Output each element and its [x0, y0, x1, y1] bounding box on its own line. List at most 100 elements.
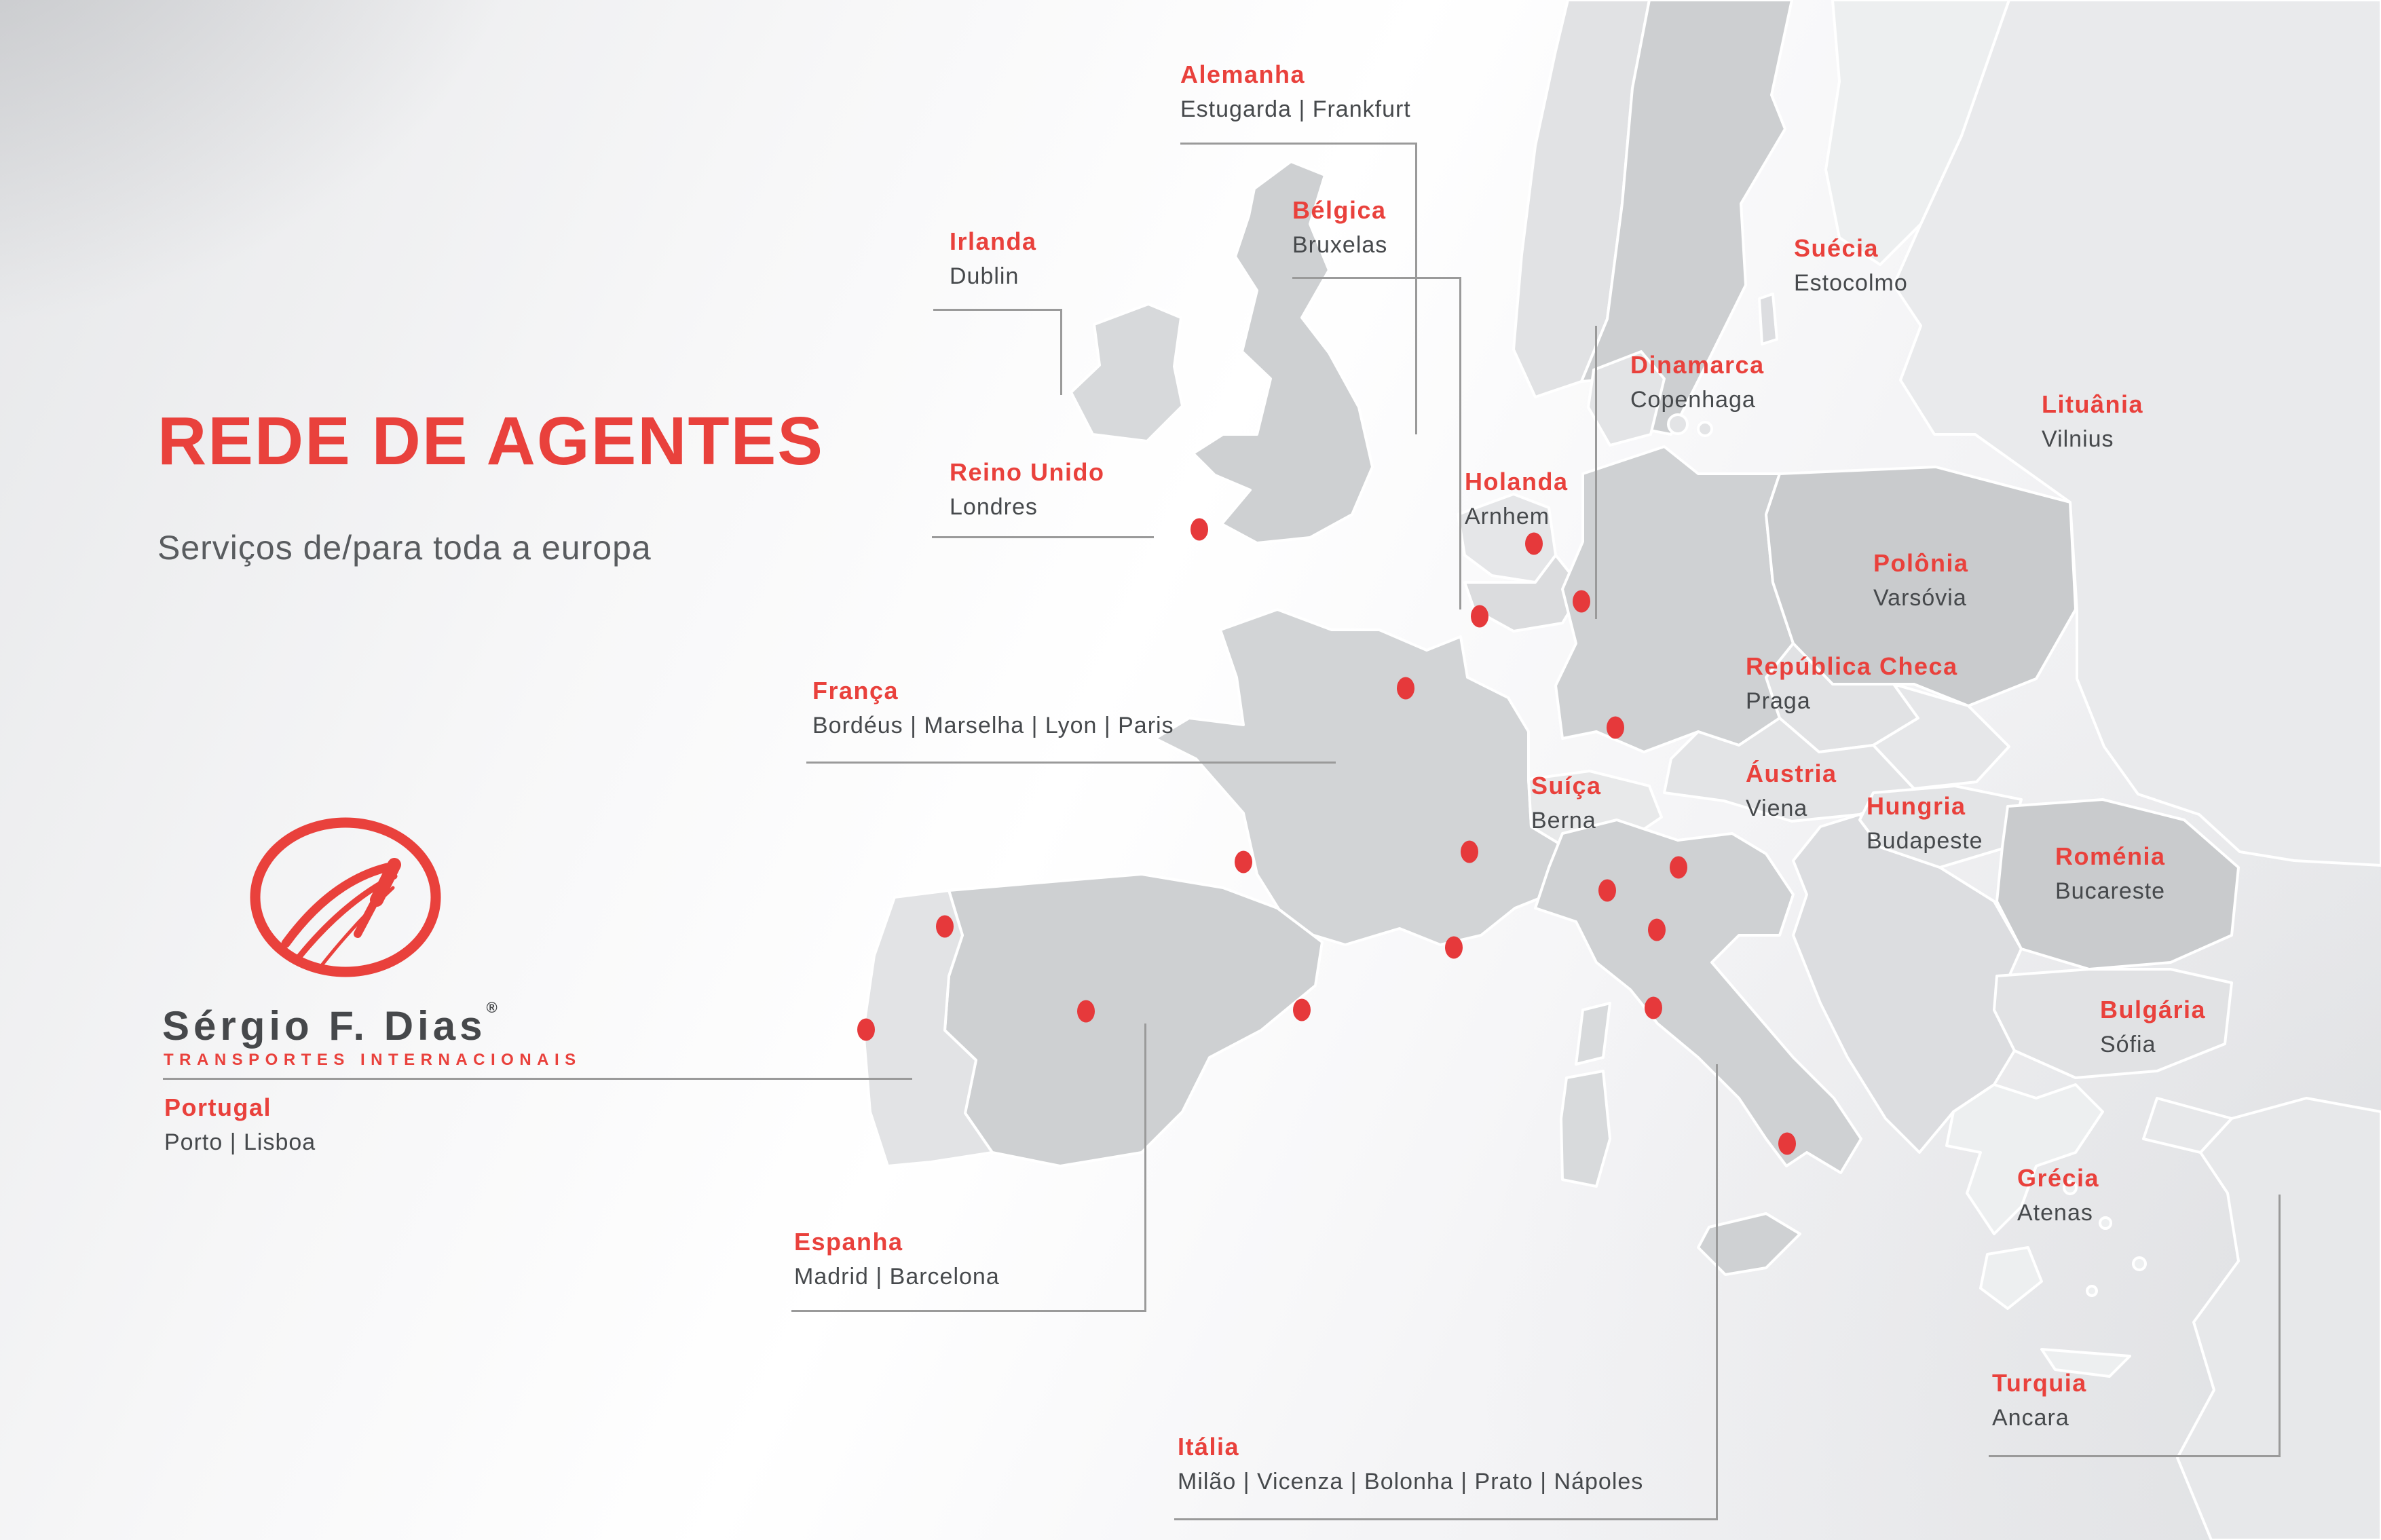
city-marker-paris [1397, 677, 1414, 700]
country-label-belgica: Bélgica Bruxelas [1292, 198, 1387, 257]
country-label-lituania: Lituânia Vilnius [2042, 392, 2143, 451]
island-funen [1697, 421, 1713, 437]
country-cities: Atenas [2017, 1200, 2093, 1226]
leader-line-franca-h [806, 762, 1336, 764]
leader-line-reino-unido-h [932, 536, 1154, 538]
leader-line-alemanha-h [1180, 143, 1415, 145]
city-marker-marselha [1445, 936, 1463, 959]
country-name: Reino Unido [950, 458, 1105, 486]
city-marker-bruxelas [1471, 605, 1488, 628]
country-cities: Viena [1746, 795, 1808, 821]
country-shape-polonia [1765, 466, 2077, 707]
island-gotland [1758, 293, 1778, 345]
country-cities: Copenhaga [1630, 387, 1756, 413]
country-label-romenia: Roménia Bucareste [2055, 844, 2166, 903]
country-shape-italia [1534, 819, 1862, 1174]
island-corsega [1575, 1002, 1611, 1066]
leader-line-portugal-h [163, 1078, 912, 1080]
country-shape-hungria [1858, 785, 2023, 869]
country-cities: Varsóvia [1873, 585, 1967, 611]
city-marker-barcelona [1293, 998, 1311, 1021]
country-label-bulgaria: Bulgária Sófia [2100, 998, 2206, 1057]
city-marker-bordeus [1235, 850, 1252, 874]
country-name: Lituânia [2042, 390, 2144, 418]
country-label-reino-unido: Reino Unido Londres [950, 460, 1104, 519]
country-shape-dinamarca [1587, 350, 1666, 447]
country-label-dinamarca: Dinamarca Copenhaga [1630, 351, 1765, 413]
country-name: Holanda [1465, 468, 1569, 495]
island-egeu-1 [2063, 1180, 2078, 1195]
country-cities: Madrid | Barcelona [794, 1264, 1000, 1290]
country-shape-grecia [1945, 1083, 2104, 1235]
country-name: Hungria [1867, 792, 1966, 820]
country-cities: Praga [1746, 688, 1811, 714]
headline-block: REDE DE AGENTES Serviços de/para toda a … [157, 407, 824, 567]
country-cities: Bruxelas [1292, 232, 1388, 258]
city-marker-frankfurt [1607, 716, 1624, 739]
country-shape-espanha [943, 873, 1324, 1167]
logo-tagline: TRANSPORTES INTERNACIONAIS [164, 1051, 582, 1069]
logo-brand-name: Sérgio F. Dias® [162, 999, 498, 1049]
country-name: Portugal [164, 1093, 272, 1121]
country-shape-finlandia [1824, 0, 2010, 266]
country-cities: Bordéus | Marselha | Lyon | Paris [812, 713, 1174, 738]
country-name: França [812, 677, 899, 705]
leader-line-turquia-h [1989, 1455, 2281, 1457]
country-cities: Berna [1531, 808, 1596, 833]
country-cities: Ancara [1992, 1405, 2069, 1431]
country-label-suica: Suíça Berna [1531, 772, 1602, 833]
country-cities: Sófia [2100, 1032, 2156, 1057]
leader-line-belgica-h [1292, 277, 1459, 279]
island-egeu-3 [2132, 1256, 2147, 1271]
country-name: Roménia [2055, 842, 2166, 870]
page-subtitle: Serviços de/para toda a europa [157, 529, 652, 567]
country-cities: Estocolmo [1794, 270, 1908, 296]
country-label-republica-checa: República Checa Praga [1746, 654, 1958, 713]
island-sicilia [1697, 1212, 1801, 1276]
city-marker-porto [936, 915, 954, 938]
country-shape-portugal [862, 889, 994, 1167]
country-name: Suécia [1794, 234, 1879, 262]
country-cities: Porto | Lisboa [164, 1129, 316, 1155]
country-shape-eslovaquia [1872, 683, 2010, 790]
city-marker-napoles [1778, 1132, 1796, 1155]
country-label-polonia: Polônia Varsóvia [1873, 549, 1969, 611]
city-marker-londres [1190, 518, 1208, 541]
city-marker-lisboa [857, 1018, 875, 1041]
island-creta [2040, 1348, 2131, 1378]
country-name: Irlanda [950, 227, 1037, 255]
island-sardenha [1560, 1070, 1611, 1188]
leader-line-turquia-v [2279, 1195, 2281, 1457]
leader-line-italia-h [1174, 1518, 1718, 1520]
country-label-grecia: Grécia Atenas [2017, 1164, 2100, 1226]
city-marker-bolonha [1648, 918, 1666, 941]
city-marker-prato [1645, 996, 1662, 1019]
country-name: Polônia [1873, 549, 1969, 577]
city-marker-madrid [1077, 1000, 1095, 1023]
leader-line-alemanha-v [1415, 143, 1417, 434]
page-title: REDE DE AGENTES [157, 403, 825, 479]
city-marker-lyon [1461, 840, 1478, 863]
country-label-portugal: Portugal Porto | Lisboa [164, 1095, 316, 1154]
country-name: Espanha [794, 1228, 903, 1256]
city-marker-milao [1598, 879, 1616, 902]
country-label-hungria: Hungria Budapeste [1867, 792, 1983, 853]
country-shape-reino-unido [1192, 160, 1374, 544]
country-name: Dinamarca [1630, 351, 1765, 379]
leader-line-irlanda-v [1060, 309, 1062, 395]
country-shape-turquia-tracia [2142, 1097, 2233, 1154]
country-name: Grécia [2017, 1164, 2100, 1192]
swoosh-arrow-logo-icon [250, 817, 441, 977]
country-cities: Arnhem [1465, 504, 1550, 529]
country-name: Suíça [1531, 772, 1602, 800]
island-egeu-2 [2099, 1216, 2112, 1230]
country-label-irlanda: Irlanda Dublin [950, 229, 1037, 288]
city-marker-vicenza [1670, 856, 1687, 879]
country-cities: Dublin [950, 263, 1019, 289]
island-peloponeso [1979, 1246, 2043, 1310]
logo-brand-text: Sérgio F. Dias [162, 1003, 487, 1049]
leader-line-irlanda-h [933, 309, 1060, 311]
island-zealand [1667, 413, 1689, 435]
